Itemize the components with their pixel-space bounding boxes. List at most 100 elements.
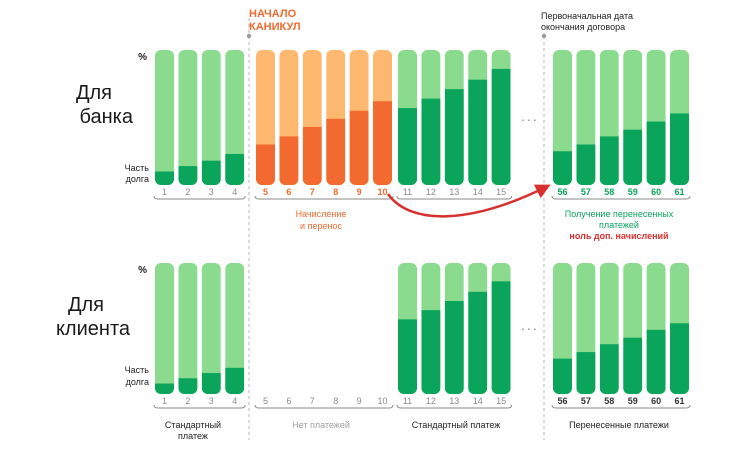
bar-month-15: [491, 263, 511, 394]
bar-debt-part: [178, 166, 198, 185]
holiday-start-label-line1: НАЧАЛО: [249, 8, 297, 20]
month-number: 9: [357, 187, 362, 197]
month-number: 56: [557, 187, 567, 197]
bar-month-59: [623, 50, 643, 185]
month-number: 4: [232, 396, 237, 406]
bar-debt-part: [599, 344, 619, 394]
bar-month-4: [225, 263, 245, 394]
month-number: 11: [403, 187, 412, 197]
month-number: 2: [185, 187, 190, 197]
month-number: 14: [473, 396, 483, 406]
month-number: 9: [357, 396, 362, 406]
month-number: 60: [651, 187, 661, 197]
group-bracket: [153, 195, 246, 200]
bar-debt-part: [646, 329, 666, 394]
bar-debt-part: [491, 281, 511, 394]
bar-month-3: [201, 50, 221, 185]
month-number: 12: [426, 396, 436, 406]
month-number: 13: [449, 396, 459, 406]
bar-month-4: [225, 50, 245, 185]
bar-month-14: [468, 50, 488, 185]
month-number: 6: [286, 187, 291, 197]
bar-month-61: [670, 50, 689, 185]
bar-debt-part: [599, 136, 619, 185]
group-bracket: [153, 404, 246, 409]
bar-debt-part: [623, 337, 643, 394]
bar-month-58: [599, 263, 619, 394]
original-end-dot: [541, 33, 547, 39]
bar-month-57: [576, 50, 596, 185]
month-number: 8: [333, 187, 338, 197]
bar-debt-part: [349, 110, 369, 185]
month-number: 57: [581, 187, 591, 197]
client-percent-label: %: [138, 265, 147, 276]
bar-remaining-part: [155, 50, 174, 185]
group-bracket: [551, 404, 691, 409]
bar-month-12: [421, 50, 441, 185]
month-number: 5: [263, 187, 268, 197]
bar-debt-part: [155, 171, 174, 185]
bar-debt-part: [468, 79, 488, 185]
bar-month-61: [670, 263, 689, 394]
month-number: 13: [449, 187, 459, 197]
bar-debt-part: [398, 319, 417, 394]
group-bracket: [396, 195, 513, 200]
month-number: 61: [674, 396, 684, 406]
bar-month-2: [178, 50, 198, 185]
bars-layer: 1 2 3 4 5 6 7 8 9 10 11 12 13 14 15 56 57 58 59 60 611 2 3 4 5 6 7…: [153, 50, 691, 409]
client-standard-caption-line1: Стандартный: [165, 420, 221, 430]
bar-month-5: [256, 50, 275, 185]
bank-row-title-line2: банка: [80, 106, 134, 128]
month-number: 7: [310, 396, 315, 406]
holiday-start-label-line2: КАНИКУЛ: [249, 21, 301, 33]
bar-debt-part: [444, 300, 464, 394]
original-end-label-line2: окончания договора: [541, 22, 625, 32]
bar-remaining-part: [178, 263, 198, 394]
bar-remaining-part: [178, 50, 198, 185]
month-number: 58: [604, 187, 614, 197]
month-number: 12: [426, 187, 436, 197]
group-bracket: [254, 195, 394, 200]
month-number: 3: [209, 187, 214, 197]
month-number: 57: [581, 396, 591, 406]
month-number: 15: [496, 187, 506, 197]
bar-debt-part: [256, 144, 275, 185]
bar-remaining-part: [201, 50, 221, 185]
month-number: 2: [185, 396, 190, 406]
month-number: 15: [496, 396, 506, 406]
bar-debt-part: [670, 113, 689, 185]
bar-debt-part: [302, 126, 322, 185]
bar-debt-part: [421, 98, 441, 185]
bank-ellipsis: ...: [521, 108, 539, 124]
month-number: 59: [628, 187, 638, 197]
bar-remaining-part: [201, 263, 221, 394]
holiday-start-dot: [246, 33, 252, 39]
month-number: 61: [674, 187, 684, 197]
month-number: 10: [377, 187, 387, 197]
bar-month-11: [398, 50, 417, 185]
bar-debt-part: [421, 310, 441, 394]
bar-month-15: [491, 50, 511, 185]
client-row-title-line2: клиента: [56, 318, 131, 340]
month-number: 1: [162, 187, 167, 197]
bar-debt-part: [373, 101, 392, 185]
bar-month-12: [421, 263, 441, 394]
bar-debt-part: [201, 373, 221, 394]
bar-debt-part: [155, 383, 174, 394]
client-debt-share-line1: Часть: [125, 365, 150, 375]
bar-month-10: [373, 50, 392, 185]
bar-debt-part: [646, 121, 666, 185]
bar-month-60: [646, 50, 666, 185]
month-number: 14: [473, 187, 483, 197]
bar-debt-part: [398, 108, 417, 185]
month-number: 3: [209, 396, 214, 406]
bar-debt-part: [279, 136, 299, 185]
client-debt-share-line2: долга: [126, 377, 149, 387]
bar-debt-part: [553, 151, 572, 185]
bar-debt-part: [576, 144, 596, 185]
bar-month-2: [178, 263, 198, 394]
bank-percent-label: %: [138, 52, 147, 63]
bar-debt-part: [201, 160, 221, 185]
bar-remaining-part: [225, 263, 245, 394]
